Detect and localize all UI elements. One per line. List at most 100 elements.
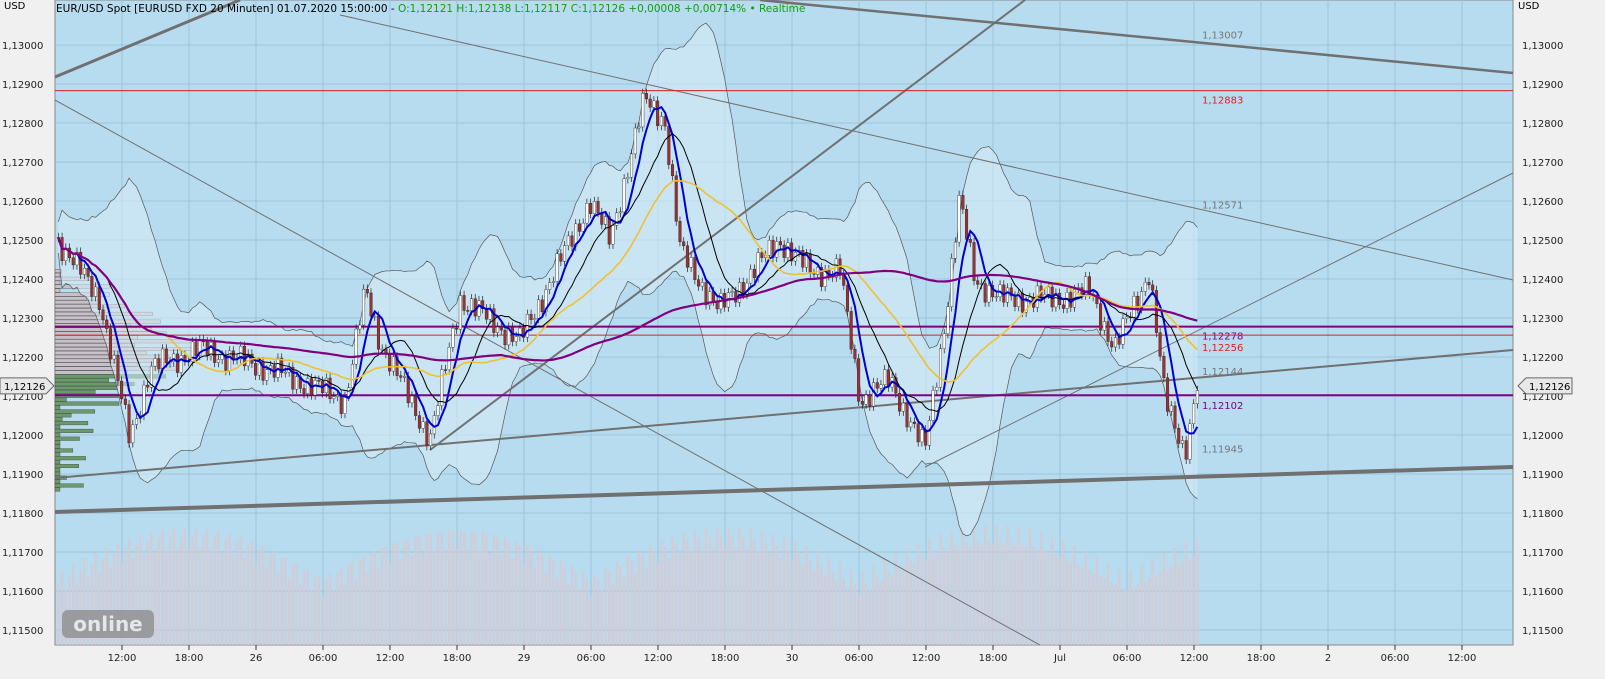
volume-bar [1050, 536, 1054, 645]
volume-bar [846, 587, 849, 645]
candle-body [916, 423, 920, 443]
candle-body [529, 314, 533, 320]
candle-body [1017, 292, 1021, 307]
y-tick-right: 1,12000 [1522, 431, 1563, 442]
volume-profile-bar [54, 389, 96, 394]
volume-bar [447, 530, 451, 645]
candle-body [786, 242, 790, 258]
candle-body [146, 384, 150, 388]
volume-bar [782, 537, 786, 645]
x-tick-label: 18:00 [711, 653, 740, 664]
volume-bar [1069, 562, 1072, 645]
volume-bar [57, 583, 60, 645]
volume-bar [139, 535, 142, 645]
candle-body [663, 116, 667, 127]
candle-body [1020, 292, 1024, 313]
candle-body [380, 348, 384, 351]
trendline [54, 465, 1514, 514]
candle-body [120, 380, 124, 400]
candle-body [708, 291, 712, 306]
candle-body [75, 251, 79, 266]
volume-profile-bar [54, 370, 115, 375]
volume-bar [72, 564, 75, 645]
volume-bar [887, 571, 890, 645]
volume-bar [894, 553, 898, 645]
volume-bar [336, 571, 339, 645]
volume-bar [1121, 589, 1125, 645]
candle-body [127, 404, 131, 444]
x-tick-label: 06:00 [1113, 653, 1142, 664]
candle-body [682, 241, 686, 246]
volume-bar [593, 574, 596, 645]
x-tick-label: 30 [786, 653, 799, 664]
volume-bar [943, 548, 946, 645]
volume-bar [112, 553, 116, 645]
volume-bar [276, 572, 280, 645]
candle-body [611, 225, 615, 245]
instrument-title: EUR/USD Spot [EURUSD FXD 20 Minuten] 01.… [56, 3, 395, 15]
y-tick-left: 1,12000 [2, 431, 43, 442]
volume-profile-bar [54, 464, 79, 469]
candle-body [462, 295, 466, 311]
volume-bar [1095, 556, 1099, 645]
candle-body [883, 369, 887, 385]
volume-bar [418, 535, 421, 645]
candle-body [533, 318, 537, 320]
candle-body [864, 394, 868, 405]
y-tick-left: 1,11700 [2, 548, 43, 559]
volume-bar [194, 528, 198, 645]
volume-bar [101, 558, 105, 645]
y-tick-right: 1,12800 [1522, 119, 1563, 130]
tradesignal-logo: online [62, 610, 154, 638]
volume-bar [362, 556, 365, 645]
candle-body [1046, 286, 1050, 295]
candle-body [607, 216, 611, 245]
volume-bar [176, 548, 179, 645]
volume-bar [429, 533, 432, 645]
y-tick-right: 1,12600 [1522, 197, 1563, 208]
volume-bar [548, 554, 551, 645]
volume-bar [500, 555, 503, 645]
candle-body [496, 326, 500, 333]
volume-bar [879, 581, 883, 645]
candle-body [790, 242, 794, 262]
candle-body [566, 235, 570, 246]
volume-bar [1110, 582, 1113, 645]
volume-bar [708, 536, 711, 645]
volume-bar [537, 549, 540, 645]
volume-bar [265, 567, 268, 645]
x-tick-label: 18:00 [443, 653, 472, 664]
candle-body [689, 257, 693, 268]
candle-body [1169, 405, 1173, 412]
trendline-label: 1,12144 [1202, 367, 1243, 378]
candle-body [101, 309, 105, 321]
volume-bar [760, 530, 764, 645]
volume-profile-bar [54, 397, 67, 402]
volume-bar [689, 551, 693, 645]
candle-body [403, 376, 407, 378]
volume-bar [1006, 525, 1009, 645]
volume-bar [421, 552, 425, 645]
volume-bar [596, 578, 600, 645]
volume-bar [570, 566, 574, 645]
candle-body [350, 364, 354, 388]
candle-body [678, 220, 682, 242]
candle-body [596, 201, 600, 213]
candle-body [477, 300, 481, 317]
volume-bar [213, 536, 216, 645]
volume-bar [645, 567, 648, 645]
candle-body [950, 258, 954, 307]
x-tick-label: 06:00 [845, 653, 874, 664]
volume-bar [1114, 584, 1117, 645]
last-price-left: 1,12126 [4, 382, 45, 393]
candle-body [965, 209, 969, 240]
volume-bar [764, 542, 767, 645]
volume-bar [1132, 587, 1136, 645]
volume-bar [1140, 564, 1143, 645]
x-tick-label: 12:00 [108, 653, 137, 664]
volume-bar [90, 564, 94, 645]
volume-bar [533, 567, 536, 645]
volume-bar [399, 559, 402, 645]
